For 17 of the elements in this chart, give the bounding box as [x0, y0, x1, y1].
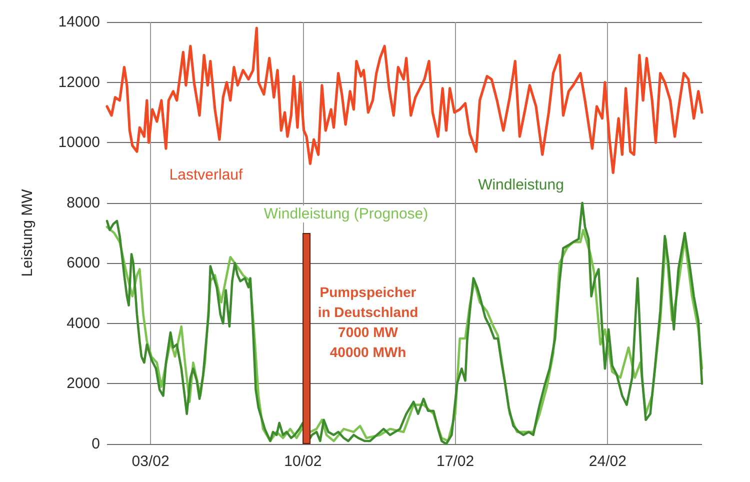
y-tick-label: 12000: [58, 74, 100, 91]
y-tick-label: 4000: [66, 314, 100, 332]
x-tick-label: 10/02: [284, 453, 322, 470]
y-tick-label: 14000: [58, 14, 100, 30]
x-tick-label: 03/02: [132, 453, 170, 470]
x-tick-label: 24/02: [588, 453, 626, 470]
annotation: Pumpspeicher in Deutschland 7000 MW 40000 MWh: [318, 284, 418, 360]
y-tick-label: 2000: [66, 375, 100, 392]
series-label: Lastverlauf: [169, 166, 244, 184]
x-tick-label: 17/02: [436, 453, 474, 470]
y-axis-title: Leistung MW: [19, 188, 36, 277]
text: Windleistung (Prognose): [264, 206, 428, 222]
y-tick-label: 8000: [66, 194, 100, 212]
series-label: Windleistung: [478, 176, 564, 194]
y-tick-label: 10000: [58, 134, 100, 152]
y-tick-label: 6000: [66, 254, 100, 272]
y-tick-label: 0: [92, 436, 100, 452]
